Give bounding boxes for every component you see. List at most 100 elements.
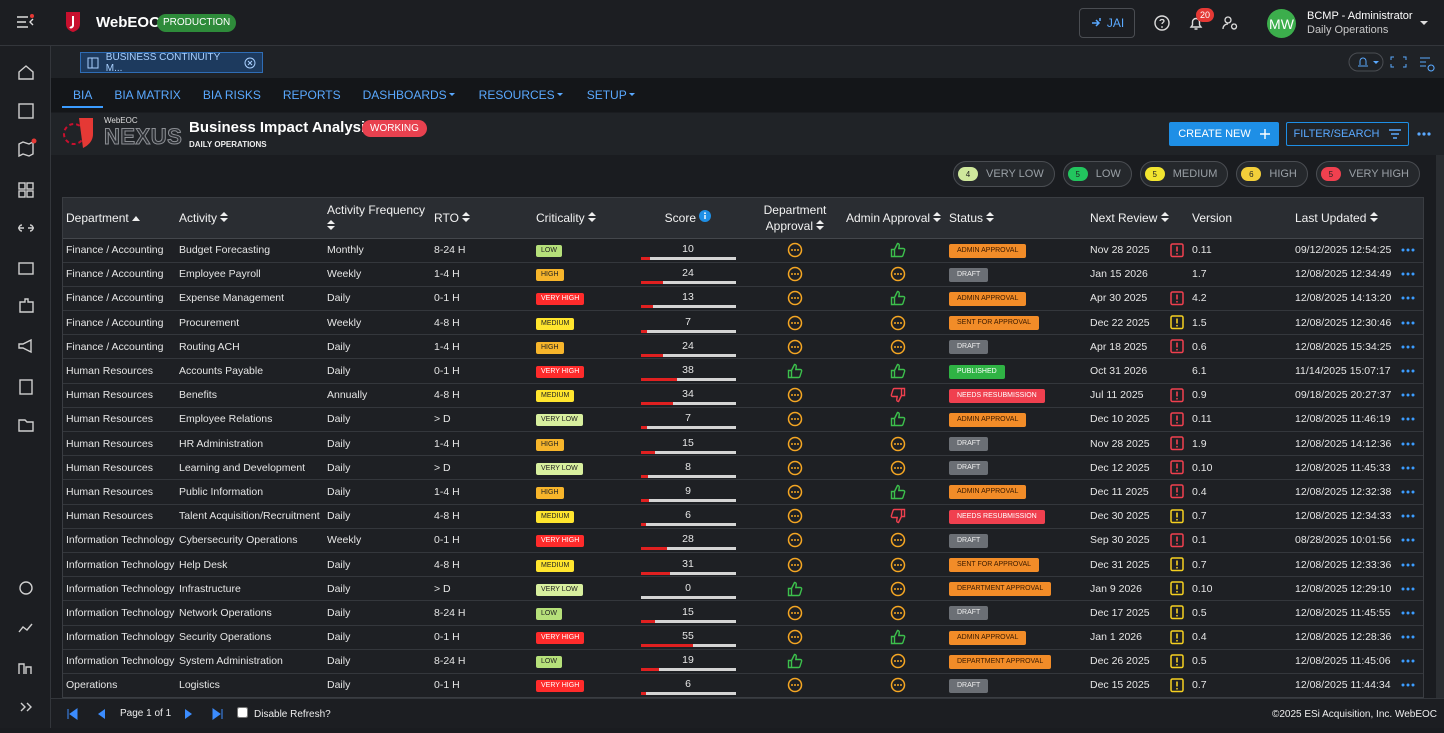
next-review: Jan 1 2026: [1090, 631, 1142, 643]
prev-page[interactable]: [98, 709, 105, 719]
row-menu[interactable]: [1401, 634, 1415, 640]
criticality-chip[interactable]: 5MEDIUM: [1140, 161, 1229, 187]
row-menu[interactable]: [1401, 271, 1415, 277]
row-menu[interactable]: [1401, 320, 1415, 326]
activity: Benefits: [179, 389, 217, 401]
column-label: Version: [1192, 211, 1232, 225]
cell: 09/18/2025 20:27:37: [1292, 383, 1401, 407]
criticality-chip[interactable]: 5LOW: [1063, 161, 1132, 187]
row-menu[interactable]: [1401, 344, 1415, 350]
column-header[interactable]: Criticality: [533, 198, 629, 238]
disable-refresh-checkbox[interactable]: [237, 707, 248, 718]
row-menu[interactable]: [1401, 368, 1415, 374]
chip-label: VERY HIGH: [1349, 168, 1409, 180]
nav-item[interactable]: REPORTS: [272, 78, 352, 112]
first-page[interactable]: [68, 709, 77, 719]
nav-item[interactable]: DASHBOARDS: [352, 78, 468, 112]
row-menu[interactable]: [1401, 465, 1415, 471]
cell: 34: [629, 383, 747, 407]
row-menu[interactable]: [1401, 610, 1415, 616]
user-avatar[interactable]: MW: [1267, 9, 1296, 38]
nav-item[interactable]: RESOURCES: [468, 78, 576, 112]
criticality-badge: HIGH: [536, 269, 564, 281]
row-menu[interactable]: [1401, 562, 1415, 568]
map-icon[interactable]: [19, 142, 33, 156]
cell: Accounts Payable: [176, 359, 324, 383]
cell: DRAFT: [946, 335, 1087, 359]
column-header[interactable]: RTO: [431, 198, 533, 238]
cell: HIGH: [533, 432, 629, 456]
criticality-chip[interactable]: 4VERY LOW: [953, 161, 1055, 187]
status-badge: SENT FOR APPROVAL: [949, 558, 1039, 572]
criticality-chip[interactable]: 5VERY HIGH: [1316, 161, 1420, 187]
score: 15: [632, 437, 744, 449]
criticality-badge: HIGH: [536, 439, 564, 451]
column-header[interactable]: Admin Approval: [843, 198, 946, 238]
column-header[interactable]: Activity: [176, 198, 324, 238]
score-track: [641, 668, 736, 671]
row-menu[interactable]: [1401, 682, 1415, 688]
column-header[interactable]: Last Updated: [1292, 198, 1401, 238]
row-menu[interactable]: [1401, 489, 1415, 495]
table-container: Department Activity Activity Frequency R…: [62, 197, 1424, 698]
row-menu[interactable]: [1401, 247, 1415, 253]
tab-close[interactable]: [244, 57, 256, 69]
frequency: Weekly: [327, 317, 361, 329]
score-track: [641, 596, 736, 599]
announce-icon[interactable]: [19, 340, 31, 352]
create-button[interactable]: CREATE NEW: [1169, 122, 1279, 146]
open-tab[interactable]: BUSINESS CONTINUITY M...: [80, 52, 263, 73]
assistant-button[interactable]: JAI: [1079, 8, 1135, 38]
column-header[interactable]: Activity Frequency: [324, 198, 431, 238]
home-icon[interactable]: [19, 66, 33, 79]
files-icon[interactable]: [19, 420, 33, 431]
nav-item[interactable]: SETUP: [576, 78, 648, 112]
row-menu[interactable]: [1401, 295, 1415, 301]
globe-icon[interactable]: [20, 582, 32, 594]
filter-button[interactable]: FILTER/SEARCH: [1286, 122, 1409, 146]
reports-icon[interactable]: [19, 664, 31, 674]
status-badge: DRAFT: [949, 461, 988, 475]
nav-item[interactable]: BIA MATRIX: [103, 78, 191, 112]
next-page[interactable]: [185, 709, 192, 719]
row-menu[interactable]: [1401, 441, 1415, 447]
nav-item[interactable]: BIA: [62, 78, 103, 112]
plugins-icon[interactable]: [20, 299, 33, 312]
admin-approval-icon: [890, 315, 906, 331]
apps-icon[interactable]: [19, 183, 25, 189]
expand-icon[interactable]: [21, 703, 31, 711]
row-menu[interactable]: [1401, 416, 1415, 422]
cell: [1401, 673, 1424, 697]
column-header[interactable]: Next Review: [1087, 198, 1189, 238]
cell: SENT FOR APPROVAL: [946, 311, 1087, 335]
links-icon[interactable]: [18, 225, 34, 231]
help-button[interactable]: [1154, 15, 1170, 31]
settings-button[interactable]: [1222, 15, 1240, 31]
last-page[interactable]: [213, 709, 222, 719]
cell: > D: [431, 577, 533, 601]
user-menu-caret[interactable]: [1419, 19, 1429, 27]
column-header[interactable]: Department: [63, 198, 176, 238]
score-bar: [641, 426, 648, 429]
cell: [843, 625, 946, 649]
nav-item[interactable]: BIA RISKS: [192, 78, 272, 112]
boards-icon[interactable]: [19, 104, 33, 118]
row-menu[interactable]: [1401, 658, 1415, 664]
row-menu[interactable]: [1401, 586, 1415, 592]
table-row: Information TechnologyNetwork Operations…: [63, 601, 1424, 625]
row-menu[interactable]: [1401, 392, 1415, 398]
analytics-icon[interactable]: [19, 624, 32, 632]
messages-icon[interactable]: [19, 263, 33, 274]
cell: 15: [629, 432, 747, 456]
contacts-icon[interactable]: [20, 380, 32, 394]
column-header[interactable]: Department Approval: [747, 198, 843, 238]
last-updated: 12/08/2025 12:34:33: [1295, 510, 1391, 522]
board-menu[interactable]: [1417, 131, 1431, 137]
column-header[interactable]: Status: [946, 198, 1087, 238]
row-menu[interactable]: [1401, 537, 1415, 543]
criticality-chip[interactable]: 6HIGH: [1236, 161, 1308, 187]
menu-button[interactable]: [16, 14, 34, 30]
cell: 09/12/2025 12:54:25: [1292, 238, 1401, 262]
nav-caret: [447, 92, 457, 98]
row-menu[interactable]: [1401, 513, 1415, 519]
